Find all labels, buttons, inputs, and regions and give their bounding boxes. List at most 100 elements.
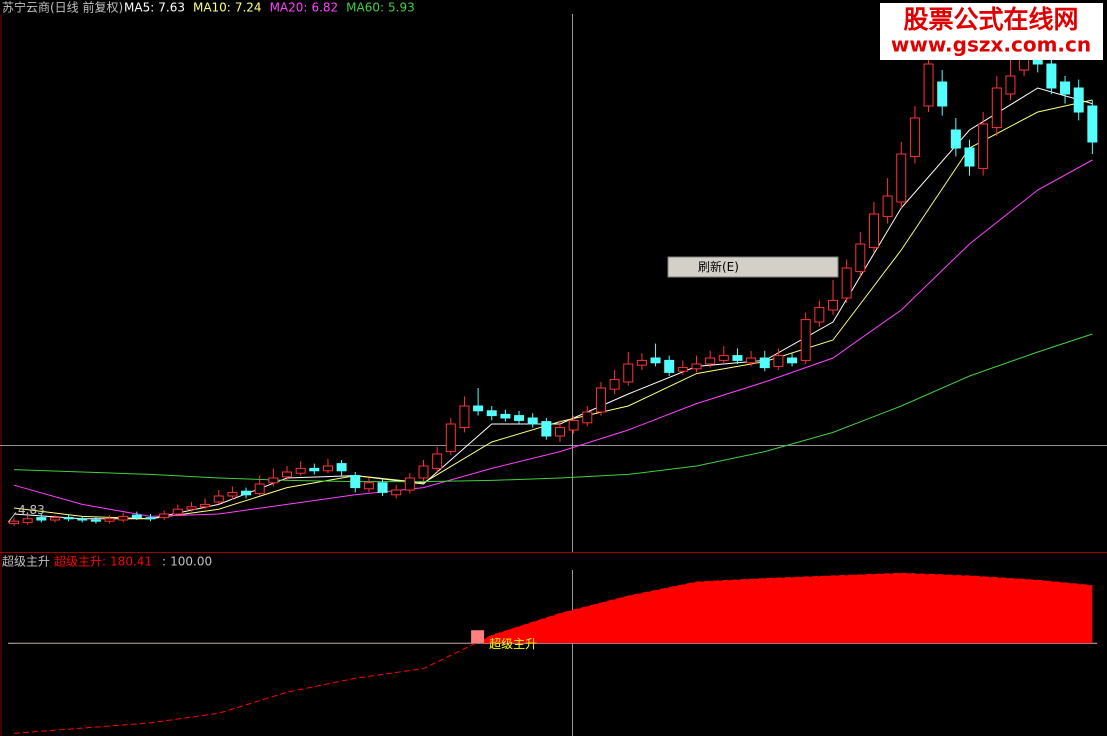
candle-body [759, 357, 770, 369]
signal-marker [471, 630, 485, 644]
candle-body [855, 243, 866, 273]
candle-body [582, 411, 593, 424]
candle-body [527, 417, 538, 425]
candle-body [9, 520, 19, 525]
candle-body [609, 379, 620, 390]
candle-body [49, 517, 60, 521]
reference-name: : [162, 555, 166, 569]
candle-body [800, 319, 811, 361]
candle-body [677, 367, 688, 372]
candle-body [868, 213, 879, 249]
candle-body [213, 495, 224, 503]
legend-value: 5.93 [388, 1, 415, 15]
candle-body [896, 153, 907, 203]
candle-body [787, 357, 798, 364]
candle-body [500, 413, 511, 419]
legend-name: MA5: [124, 1, 154, 15]
candle-body [909, 117, 920, 157]
candle-body [841, 267, 852, 299]
watermark-url: www.gszx.com.cn [891, 33, 1091, 57]
candle-body [1073, 87, 1084, 113]
candle-body [350, 475, 361, 489]
candle-body [282, 471, 292, 478]
candle-body [363, 482, 374, 490]
legend-value: 7.63 [158, 1, 185, 15]
candle-body [923, 63, 934, 107]
candle-body [882, 195, 893, 217]
ma-line [13, 159, 1093, 517]
candle-body [937, 81, 948, 107]
candle-body [145, 517, 156, 520]
candle-body [964, 147, 975, 167]
watermark-box [880, 3, 1103, 60]
candle-body [650, 357, 661, 364]
chart-title: 苏宁云商(日线 前复权) [2, 0, 123, 15]
candle-body [814, 307, 825, 323]
candle-body [459, 405, 470, 429]
candle-body [541, 421, 552, 437]
legend-value: 7.24 [235, 1, 262, 15]
candle-body [555, 427, 565, 437]
candle-body [636, 359, 647, 366]
candle-body [159, 513, 170, 519]
legend-name: MA60: [346, 1, 384, 15]
candle-body [172, 508, 183, 515]
menu-item[interactable]: 刷新(E) [698, 259, 739, 274]
legend-value: 180.41 [110, 555, 152, 569]
candle-body [391, 489, 402, 496]
candle-body [241, 490, 252, 496]
candle-body [664, 359, 675, 373]
candle-body [432, 453, 443, 469]
candle-body [1005, 75, 1016, 95]
legend-value: 6.82 [311, 1, 338, 15]
candle-body [746, 357, 757, 364]
candle-body [718, 355, 729, 361]
watermark-title: 股票公式在线网 [903, 5, 1078, 34]
candle-body [22, 518, 33, 523]
reference-value: 100.00 [170, 555, 212, 569]
candle-body [595, 387, 606, 413]
context-menu [667, 256, 839, 278]
candle-body [118, 515, 129, 521]
candle-body [90, 519, 101, 522]
indicator-line [13, 572, 1093, 734]
indicator-area [14, 573, 1093, 644]
candle-body [773, 355, 784, 367]
candle-body [486, 410, 497, 417]
candle-body [200, 503, 211, 508]
indicator-title: 超级主升 [2, 554, 50, 569]
candle-body [268, 477, 279, 484]
candle-body [309, 467, 320, 472]
candle-body [950, 129, 961, 149]
candle-body [322, 465, 333, 472]
candle-body [1087, 105, 1098, 143]
legend-name: MA10: [193, 1, 231, 15]
candle-body [377, 482, 388, 493]
ma-line [13, 333, 1093, 483]
candle-body [1046, 63, 1057, 89]
legend-name: 超级主升: [54, 554, 106, 569]
candle-body [828, 299, 838, 311]
candle-body [978, 123, 989, 169]
candle-body [991, 87, 1002, 129]
candle-body [623, 363, 634, 383]
candle-body [568, 419, 579, 431]
candle-body [418, 465, 429, 479]
signal-label: 超级主升 [489, 636, 537, 651]
low-pointer [7, 512, 17, 523]
candle-body [514, 415, 525, 421]
candle-body [473, 405, 484, 412]
candle-body [254, 483, 265, 495]
low-label: 4.83 [18, 503, 45, 517]
candle-body [131, 514, 142, 519]
candle-body [63, 517, 74, 520]
candle-body [705, 357, 716, 365]
candle-body [295, 467, 306, 474]
candle-body [336, 463, 347, 472]
candle-body [1060, 81, 1071, 95]
candle-body [77, 518, 88, 521]
candle-body [445, 423, 456, 453]
